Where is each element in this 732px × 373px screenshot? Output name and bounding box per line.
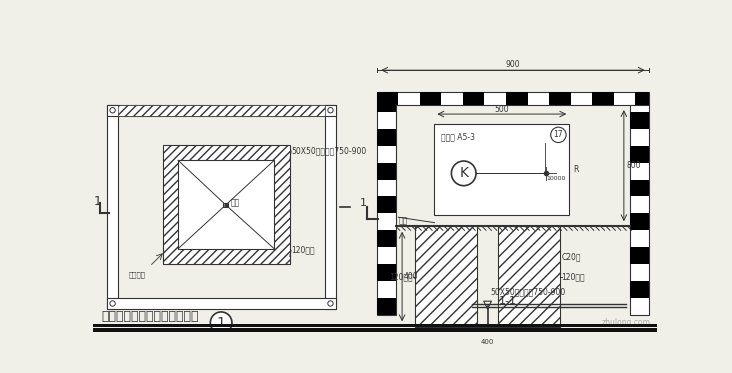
- Text: 50X50木样长为750-900: 50X50木样长为750-900: [490, 288, 565, 297]
- Bar: [415, 226, 477, 327]
- Bar: [420, 92, 441, 105]
- Text: 400: 400: [403, 272, 418, 281]
- Bar: [630, 105, 649, 315]
- Text: 120砖墙: 120砖墙: [389, 272, 413, 281]
- Bar: [163, 145, 290, 264]
- Bar: [498, 226, 560, 327]
- Text: 120砖墙: 120砖墙: [561, 272, 585, 281]
- Bar: [223, 203, 228, 207]
- Circle shape: [550, 127, 566, 142]
- Bar: [94, 328, 657, 332]
- Circle shape: [210, 312, 232, 333]
- Bar: [377, 264, 396, 281]
- Text: 50X50木样长为750-900: 50X50木样长为750-900: [291, 147, 367, 156]
- Bar: [592, 92, 614, 105]
- Circle shape: [110, 301, 115, 306]
- Text: 500: 500: [494, 105, 509, 114]
- Text: 分划: 分划: [398, 217, 408, 226]
- Text: C20混: C20混: [561, 253, 581, 262]
- Text: 1: 1: [94, 195, 102, 207]
- Text: R: R: [573, 165, 578, 174]
- Text: 17: 17: [553, 130, 563, 140]
- Text: zhulong.com: zhulong.com: [602, 318, 651, 327]
- Bar: [549, 92, 571, 105]
- Bar: [325, 105, 336, 309]
- Bar: [107, 298, 336, 309]
- Text: 化号： A5-3: 化号： A5-3: [441, 132, 474, 141]
- Bar: [377, 197, 396, 213]
- Bar: [377, 129, 396, 145]
- Circle shape: [110, 107, 115, 113]
- Text: 分划: 分划: [231, 198, 239, 207]
- Bar: [630, 145, 649, 163]
- Text: 120砖墙: 120砖墙: [291, 246, 315, 255]
- Text: 400: 400: [481, 339, 494, 345]
- Text: 900: 900: [506, 60, 520, 69]
- Bar: [377, 298, 396, 315]
- Text: 混凝土境: 混凝土境: [129, 271, 146, 278]
- Bar: [107, 105, 118, 309]
- Bar: [630, 112, 649, 129]
- Bar: [118, 105, 325, 116]
- Circle shape: [328, 107, 333, 113]
- Bar: [377, 105, 396, 315]
- Text: 10000: 10000: [546, 176, 565, 181]
- Text: 1-1: 1-1: [499, 296, 517, 306]
- Bar: [630, 213, 649, 231]
- Bar: [506, 92, 528, 105]
- Bar: [463, 92, 485, 105]
- Bar: [377, 163, 396, 179]
- Text: K: K: [459, 166, 468, 181]
- Bar: [377, 92, 649, 105]
- Bar: [630, 247, 649, 264]
- Bar: [630, 281, 649, 298]
- Circle shape: [328, 301, 333, 306]
- Bar: [94, 324, 657, 327]
- Bar: [635, 92, 649, 105]
- Bar: [434, 124, 569, 215]
- Bar: [377, 105, 396, 112]
- Circle shape: [452, 161, 476, 186]
- Bar: [377, 231, 396, 247]
- Bar: [377, 92, 398, 105]
- Bar: [630, 179, 649, 197]
- Text: 1: 1: [217, 316, 225, 330]
- Bar: [415, 327, 560, 334]
- Text: 测量控刻点埋设及标识示意图: 测量控刻点埋设及标识示意图: [101, 310, 198, 323]
- Text: 800: 800: [626, 161, 640, 170]
- Text: 1: 1: [359, 198, 366, 209]
- Bar: [107, 105, 336, 116]
- Bar: [178, 160, 274, 249]
